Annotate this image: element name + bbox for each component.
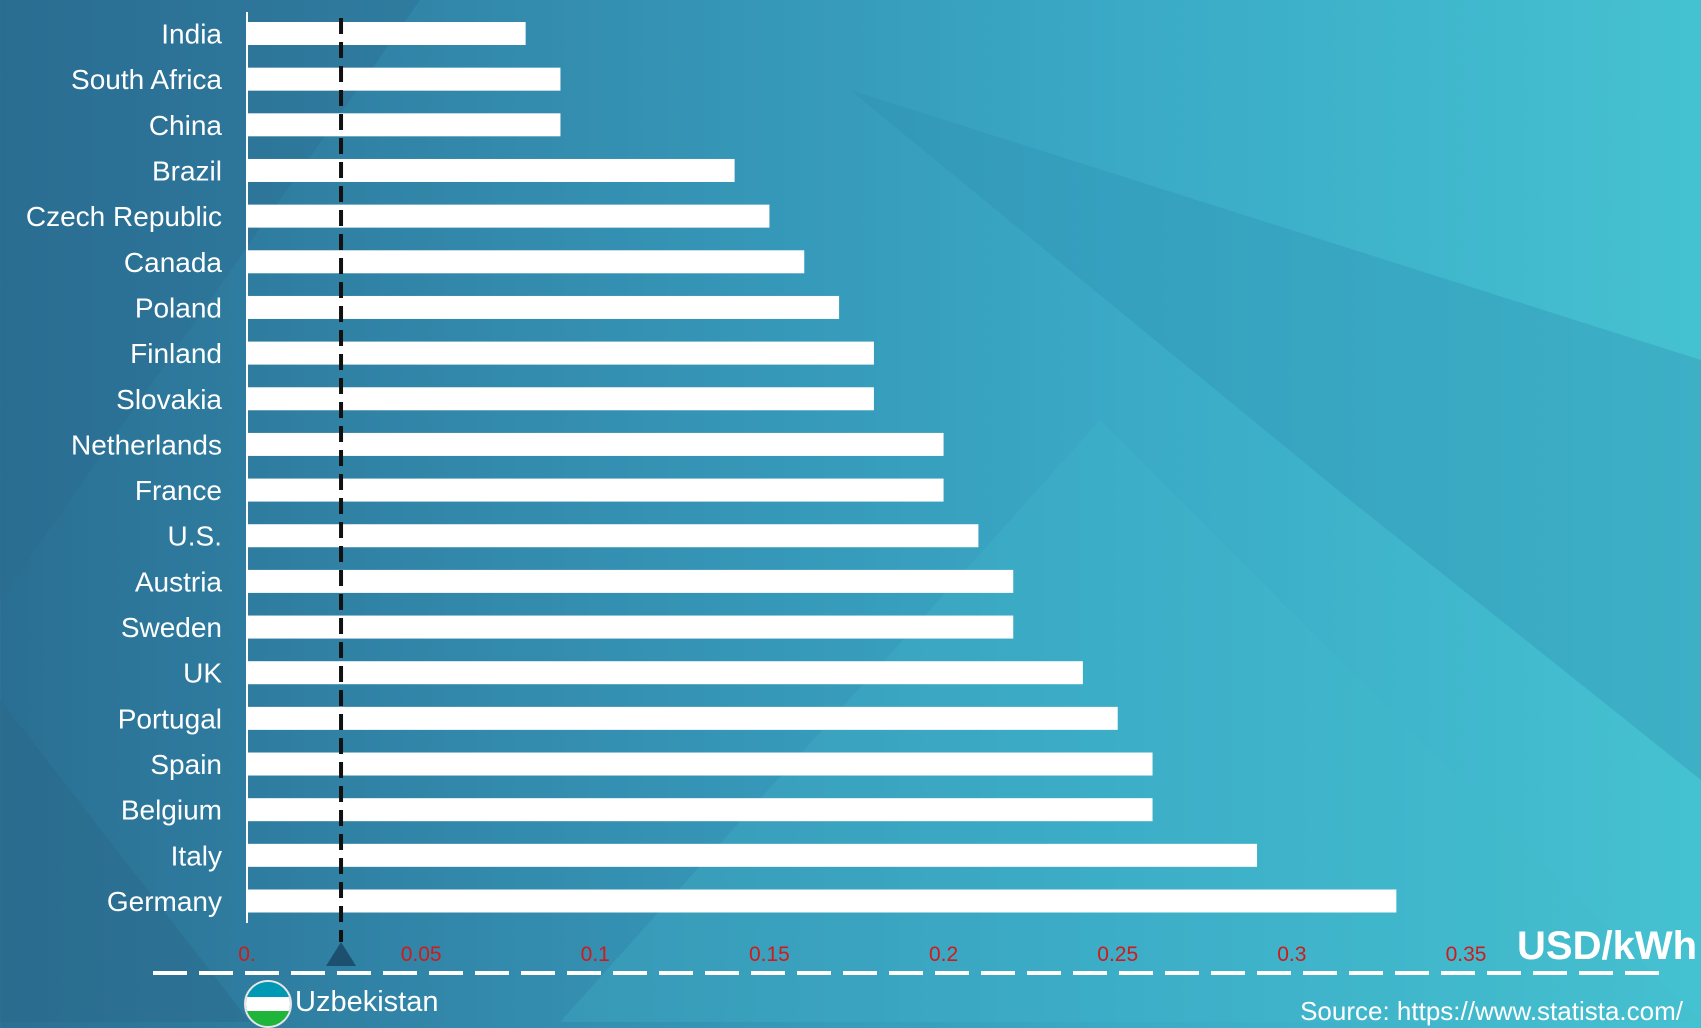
category-label: Finland — [130, 338, 222, 369]
bar — [248, 752, 1153, 776]
bar — [248, 295, 840, 319]
x-tick-label: 0.3 — [1277, 943, 1306, 966]
category-label: Brazil — [152, 155, 222, 186]
bar — [248, 204, 770, 228]
bar — [248, 524, 979, 548]
x-tick-label: 0.35 — [1446, 943, 1487, 966]
category-label: China — [149, 110, 223, 141]
source-note: Source: https://www.statista.com/ — [1300, 996, 1683, 1026]
x-tick-label: 0.15 — [749, 943, 790, 966]
x-tick-label: 0.05 — [401, 943, 442, 966]
bar — [248, 889, 1397, 913]
bar — [248, 341, 874, 365]
category-label: Spain — [150, 749, 222, 780]
category-label: Belgium — [121, 795, 222, 826]
bar — [248, 67, 561, 91]
category-label: Italy — [171, 840, 222, 871]
bar — [248, 478, 944, 502]
x-tick-labels: 0. 0.05 0.1 0.15 0.2 0.25 0.3 0.35 — [238, 943, 1486, 966]
category-label: Netherlands — [71, 429, 222, 460]
bar — [248, 706, 1118, 730]
category-label: Portugal — [118, 703, 222, 734]
category-label: U.S. — [168, 521, 222, 552]
category-label: Austria — [135, 566, 223, 597]
category-label: Germany — [107, 886, 222, 917]
category-label: Czech Republic — [26, 201, 222, 232]
category-label: Slovakia — [116, 384, 222, 415]
category-label: India — [161, 19, 222, 50]
bar — [248, 432, 944, 456]
category-label: Poland — [135, 292, 222, 323]
uzbekistan-flag-icon — [244, 980, 292, 1028]
bar — [248, 615, 1014, 639]
x-tick-label: 0. — [238, 943, 256, 966]
bars-layer — [248, 22, 1397, 913]
bar — [248, 661, 1083, 685]
unit-label: USD/kWh — [1517, 924, 1697, 968]
category-label: France — [135, 475, 222, 506]
x-tick-label: 0.25 — [1097, 943, 1138, 966]
reference-label: Uzbekistan — [295, 986, 439, 1018]
bar — [248, 387, 874, 411]
x-tick-label: 0.2 — [929, 943, 958, 966]
bar — [248, 22, 526, 45]
category-label: UK — [183, 658, 222, 689]
category-label: Sweden — [121, 612, 222, 643]
bar — [248, 158, 735, 182]
bar — [248, 843, 1258, 867]
bar — [248, 250, 805, 274]
uzbekistan-marker — [326, 942, 357, 966]
category-label: Canada — [124, 247, 223, 278]
bar — [248, 798, 1153, 822]
bar — [248, 569, 1014, 593]
x-tick-label: 0.1 — [581, 943, 610, 966]
category-labels: India South Africa China Brazil Czech Republ… — [26, 19, 223, 918]
bar — [248, 113, 561, 137]
category-label: South Africa — [71, 64, 222, 95]
